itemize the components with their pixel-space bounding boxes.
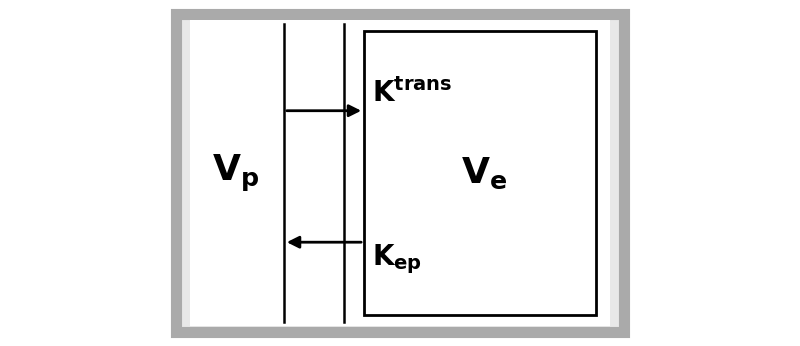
Text: $\mathbf{V}_\mathbf{e}$: $\mathbf{V}_\mathbf{e}$ bbox=[461, 155, 507, 191]
Bar bbox=[176, 14, 624, 332]
Bar bbox=[190, 20, 610, 326]
Text: $\mathbf{K}^{\mathbf{trans}}$: $\mathbf{K}^{\mathbf{trans}}$ bbox=[372, 79, 452, 108]
Bar bbox=[364, 31, 596, 315]
Text: $\mathbf{V}_\mathbf{p}$: $\mathbf{V}_\mathbf{p}$ bbox=[212, 153, 260, 193]
Text: $\mathbf{K}_{\mathbf{ep}}$: $\mathbf{K}_{\mathbf{ep}}$ bbox=[372, 243, 422, 276]
